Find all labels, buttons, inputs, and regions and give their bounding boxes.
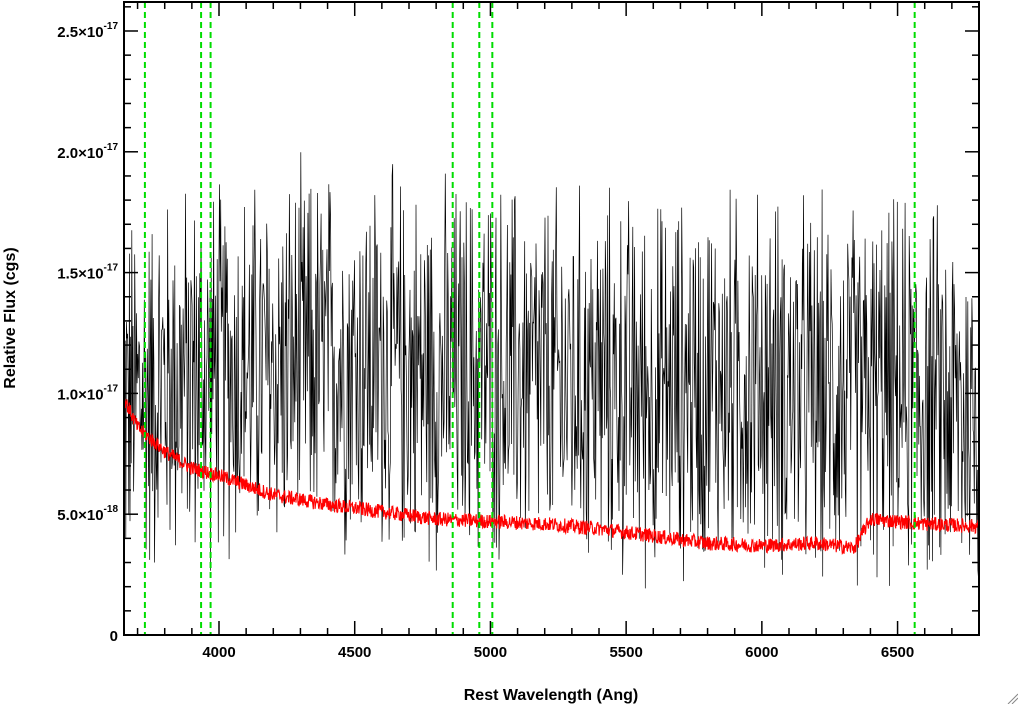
- y-tick-label: 5.0×10-18: [57, 504, 118, 524]
- spectrum-red-line: [124, 398, 979, 556]
- y-tick-label: 2.5×10-17: [57, 21, 118, 41]
- x-tick-label: 6000: [745, 644, 778, 661]
- x-tick-label: 5000: [474, 644, 507, 661]
- x-tick-label: 4000: [202, 644, 235, 661]
- resize-grip-icon[interactable]: [1006, 692, 1018, 704]
- x-axis-label: Rest Wavelength (Ang): [464, 687, 639, 704]
- x-tick-label: 5500: [609, 644, 642, 661]
- y-axis-label: Relative Flux (cgs): [2, 247, 19, 388]
- x-tick-label: 6500: [881, 644, 914, 661]
- spectrum-black-line: [124, 152, 979, 589]
- x-tick-label: 4500: [338, 644, 371, 661]
- y-tick-label: 1.5×10-17: [57, 263, 118, 283]
- y-tick-label: 2.0×10-17: [57, 142, 118, 162]
- y-tick-label: 0: [110, 628, 118, 645]
- y-tick-label: 1.0×10-17: [57, 383, 118, 403]
- plot-frame: [123, 1, 980, 636]
